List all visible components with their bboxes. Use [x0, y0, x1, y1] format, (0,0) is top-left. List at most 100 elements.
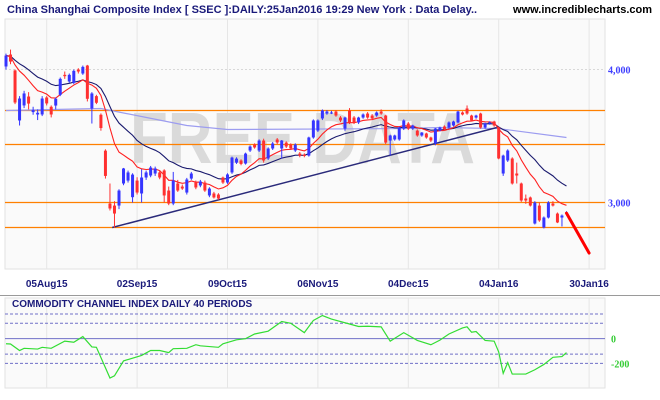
- candle-up: [533, 201, 537, 225]
- candle-body: [76, 69, 80, 72]
- candle-down: [135, 177, 139, 195]
- candle-body: [501, 155, 505, 174]
- candle-body: [189, 173, 193, 179]
- candle-down: [465, 105, 469, 115]
- cci-plot-area: [4, 297, 606, 389]
- candle-up: [456, 110, 460, 124]
- candle-body: [402, 120, 406, 129]
- candle-body: [90, 93, 94, 109]
- candle-body: [510, 158, 514, 184]
- candle-up: [36, 109, 40, 121]
- candle-body: [63, 74, 67, 77]
- candle-body: [357, 117, 361, 123]
- candle-body: [465, 108, 469, 114]
- candle-up: [266, 147, 270, 160]
- candle-body: [470, 115, 474, 121]
- candle-body: [474, 115, 478, 118]
- candle-body: [149, 167, 153, 176]
- candle-down: [63, 71, 67, 79]
- candle-body: [379, 111, 383, 114]
- candle-body: [352, 117, 356, 123]
- candle-down: [461, 111, 465, 116]
- date-tick-label: 06Nov15: [297, 279, 339, 290]
- projection-arrow: [564, 211, 591, 255]
- candle-up: [271, 142, 275, 150]
- candle-body: [244, 153, 248, 164]
- site-link[interactable]: www.incrediblecharts.com: [512, 4, 652, 16]
- candle-down: [429, 136, 433, 143]
- candle-body: [411, 125, 415, 129]
- candle-body: [180, 186, 184, 189]
- candle-body: [262, 140, 266, 161]
- candle-body: [235, 158, 239, 163]
- candle-body: [320, 110, 324, 119]
- candle-up: [311, 119, 315, 139]
- candle-body: [198, 181, 202, 186]
- candle-down: [424, 132, 428, 139]
- candle-body: [253, 144, 257, 148]
- candle-body: [13, 70, 17, 103]
- candle-body: [415, 130, 419, 136]
- candle-body: [94, 96, 98, 103]
- candle-body: [72, 70, 76, 83]
- candle-body: [9, 54, 13, 62]
- candle-body: [515, 173, 519, 176]
- candle-body: [271, 143, 275, 149]
- candle-up: [483, 122, 487, 129]
- candle-body: [221, 177, 225, 183]
- candle-up: [72, 69, 76, 85]
- candle-body: [388, 135, 392, 141]
- candle-body: [506, 150, 510, 161]
- candle-body: [212, 193, 216, 198]
- date-tick-label: 02Sep15: [117, 279, 158, 290]
- candle-down: [262, 138, 266, 163]
- candle-up: [4, 53, 8, 70]
- candle-body: [361, 114, 365, 118]
- candle-up: [244, 152, 248, 165]
- candle-body: [158, 172, 162, 178]
- candle-body: [560, 215, 564, 218]
- candle-body: [524, 198, 528, 201]
- candle-down: [370, 114, 374, 121]
- candle-body: [117, 190, 121, 206]
- price-tick-label: 4,000: [608, 66, 631, 77]
- candle-body: [497, 127, 501, 159]
- candle-down: [85, 64, 89, 102]
- candle-down: [27, 92, 31, 110]
- candle-up: [474, 114, 478, 119]
- candle-up: [316, 119, 320, 133]
- candle-body: [40, 98, 44, 115]
- candle-body: [311, 120, 315, 138]
- candle-body: [325, 111, 329, 114]
- candle-body: [537, 205, 541, 221]
- candle-down: [497, 126, 501, 160]
- candle-body: [248, 146, 252, 151]
- candle-down: [384, 114, 388, 144]
- candle-body: [302, 154, 306, 156]
- candle-body: [370, 115, 374, 119]
- candle-body: [144, 172, 148, 178]
- cci-axis: 0 -200: [611, 335, 629, 371]
- candle-body: [546, 202, 550, 218]
- candle-body: [230, 157, 234, 173]
- candle-down: [239, 159, 243, 166]
- candle-body: [542, 217, 546, 228]
- candle-body: [375, 112, 379, 116]
- candle-body: [519, 183, 523, 201]
- date-tick-label: 04Dec15: [388, 279, 429, 290]
- candle-body: [49, 106, 53, 115]
- chart-title: China Shanghai Composite Index [ SSEC ]:…: [7, 4, 477, 16]
- candle-up: [122, 167, 126, 186]
- candle-body: [203, 182, 207, 191]
- candle-down: [442, 125, 446, 131]
- candle-up: [546, 201, 550, 219]
- candle-body: [289, 144, 293, 149]
- candle-down: [162, 169, 166, 203]
- candle-body: [329, 112, 333, 114]
- candle-up: [393, 134, 397, 141]
- candle-up: [307, 136, 311, 157]
- candle-down: [216, 193, 220, 200]
- candle-down: [352, 116, 356, 125]
- candle-down: [302, 153, 306, 158]
